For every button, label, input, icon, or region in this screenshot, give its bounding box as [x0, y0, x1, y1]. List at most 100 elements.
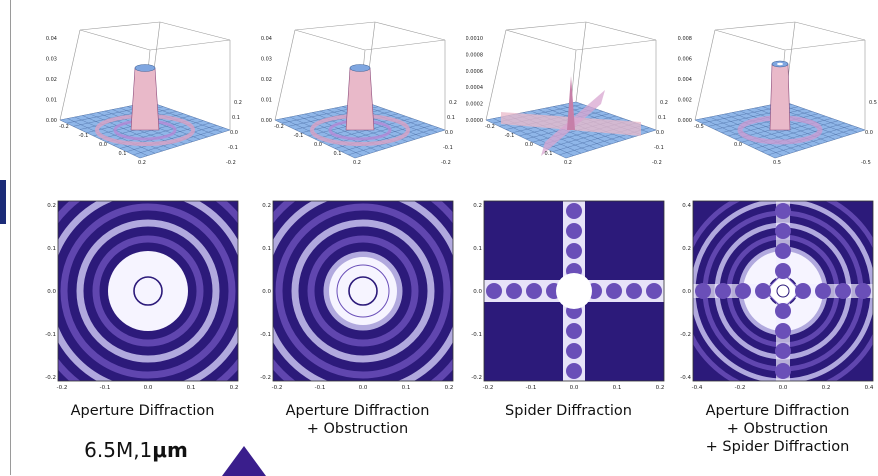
- x-tick-label: -0.2: [735, 385, 746, 391]
- caption-spider: Spider Diffraction: [466, 402, 671, 420]
- box-edge: [784, 39, 866, 51]
- y-tick-label: 0.2: [449, 100, 457, 106]
- diffraction-ring: [291, 219, 435, 363]
- spike-center: [556, 273, 592, 309]
- y-tick-label: -0.1: [260, 332, 271, 338]
- spike-node: [775, 243, 791, 259]
- z-tick-label: 0.0004: [466, 85, 483, 91]
- spike-node: [526, 283, 542, 299]
- z-tick-label: 0.01: [46, 98, 57, 104]
- spike-node: [646, 283, 662, 299]
- box-edge: [575, 21, 587, 103]
- x-tick-label: -0.1: [315, 385, 326, 391]
- spike-node: [835, 283, 851, 299]
- z-tick-label: 0.0000: [466, 118, 483, 124]
- spike-node: [695, 283, 711, 299]
- spike-node: [855, 283, 871, 299]
- spike-node: [486, 283, 502, 299]
- spike-node: [815, 283, 831, 299]
- y-tick-label: 0.2: [473, 203, 482, 209]
- diffraction-ring: [275, 203, 451, 379]
- caption-line: Aperture Diffraction: [285, 403, 430, 419]
- x-tick-label: 0.1: [187, 385, 196, 391]
- box-edge: [714, 29, 786, 51]
- y-tick-label: -0.1: [443, 145, 453, 151]
- box-edge: [294, 21, 376, 31]
- box-edge: [374, 21, 446, 41]
- y-tick-label: -0.1: [45, 332, 56, 338]
- x-tick-label: 0.2: [822, 385, 831, 391]
- spike-center: [771, 279, 795, 303]
- y-tick-label: 0.1: [658, 115, 666, 121]
- center-contour: [764, 272, 802, 310]
- x-tick-label: -0.1: [100, 385, 111, 391]
- box-edge: [485, 29, 507, 121]
- y-tick-label: 0.1: [447, 115, 455, 121]
- surface-plot-panel: 0.0010 0.0008 0.0006 0.0004 0.0002 0.0000 -0.2…: [466, 10, 671, 190]
- y-tick-label: -0.5: [861, 160, 871, 166]
- x-tick-label: 0.2: [656, 385, 665, 391]
- map-frame: [483, 200, 665, 382]
- z-tick-label: 0.006: [678, 57, 692, 63]
- x-tick-label: -0.2: [485, 124, 495, 130]
- box-edge: [505, 29, 577, 51]
- obstruction-contour: [336, 264, 390, 318]
- y-tick-label: -0.2: [652, 160, 662, 166]
- surface-plot: 0.0080.0060.0040.0020.000-0.50.00.50.50.…: [678, 21, 877, 166]
- y-tick-label: 0.0: [230, 130, 238, 136]
- y-tick-label: -0.2: [680, 332, 691, 338]
- x-tick-label: 0.1: [613, 385, 622, 391]
- y-tick-label: -0.1: [228, 145, 238, 151]
- y-tick-label: 0.1: [262, 246, 271, 252]
- x-tick-label: -0.2: [274, 124, 284, 130]
- spike-node: [735, 283, 751, 299]
- spike-node: [775, 223, 791, 239]
- spike-node: [626, 283, 642, 299]
- surface-plot: 0.040.030.020.010.00-0.2-0.10.00.10.20.2…: [261, 21, 457, 166]
- x-tick-label: 0.4: [865, 385, 874, 391]
- box-edge: [79, 21, 161, 31]
- box-edge: [149, 39, 231, 51]
- x-tick-label: 0.0: [99, 142, 107, 148]
- spec-unit: μm: [152, 438, 188, 462]
- map-content: [484, 201, 664, 381]
- x-tick-label: 0.0: [144, 385, 153, 391]
- caption-line: + Obstruction: [726, 421, 829, 437]
- edge-marker: [0, 180, 6, 224]
- x-tick-label: 0.0: [525, 142, 533, 148]
- x-tick-label: -0.1: [505, 133, 515, 139]
- mesh-line: [768, 127, 859, 156]
- map-frame: [692, 200, 874, 382]
- left-rule: [0, 0, 12, 475]
- z-tick-label: 0.004: [678, 77, 692, 83]
- y-tick-label: 0.2: [262, 203, 271, 209]
- map-content: [693, 201, 873, 381]
- box-edge: [714, 21, 796, 31]
- intensity-map: 0.2 0.1 0.0 -0.1 -0.2-0.2 -0.1 0.0 0.1 0.2: [471, 200, 665, 391]
- caption-line: Aperture Diffraction: [70, 403, 215, 419]
- y-tick-label: -0.2: [471, 375, 482, 381]
- central-peak: [769, 63, 791, 131]
- intensity-map-panel: 0.2 0.1 0.0 -0.1 -0.2 -0.2 -0.1 0.0 0.1 0.2: [466, 193, 671, 393]
- z-tick-label: 0.00: [261, 118, 272, 124]
- spike-node: [775, 203, 791, 219]
- mesh-line: [341, 125, 432, 152]
- spike-node: [775, 303, 791, 319]
- diffraction-ring: [323, 251, 403, 331]
- box-edge: [59, 29, 81, 121]
- x-tick-label: -0.4: [692, 385, 703, 391]
- mesh-line: [126, 125, 217, 152]
- y-tick-label: 0.2: [660, 100, 668, 106]
- y-tick-label: -0.4: [680, 375, 691, 381]
- central-peak: [567, 76, 575, 130]
- box-edge: [159, 21, 231, 41]
- y-tick-label: -0.1: [471, 332, 482, 338]
- surface-plot-panel: 0.04 0.03 0.02 0.01 0.00 -0.2 -0.1 0.0 0.1 0.2 0.2…: [255, 10, 460, 190]
- x-tick-label: 0.1: [334, 151, 342, 157]
- y-tick-label: 0.2: [234, 100, 242, 106]
- caption-line: + Spider Diffraction: [705, 439, 850, 455]
- y-tick-label: -0.1: [654, 145, 664, 151]
- x-tick-label: 0.2: [353, 160, 361, 166]
- x-tick-label: 0.0: [359, 385, 368, 391]
- x-tick-label: 0.1: [545, 151, 553, 157]
